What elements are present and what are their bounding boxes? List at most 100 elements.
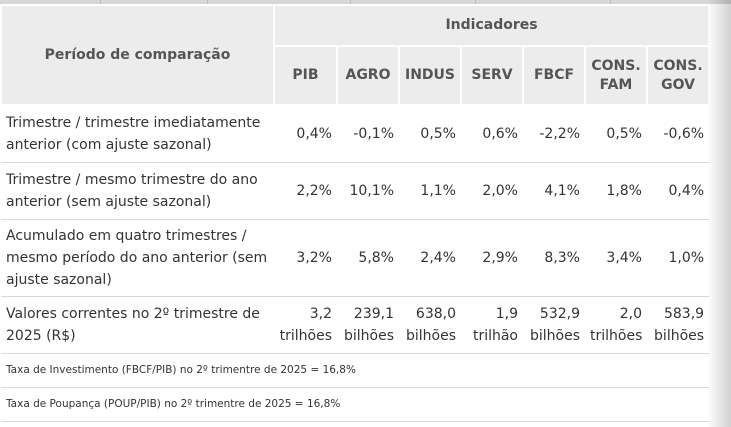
value-line: 2,0	[619, 305, 642, 322]
value-cell: 3,2 trilhões	[274, 296, 337, 354]
row-label-line: Acumulado em quatro trimestres /	[6, 227, 247, 244]
row-label-line: 2025 (R$)	[6, 327, 76, 344]
column-header-line: SERV	[471, 67, 513, 83]
table-row: Trimestre / trimestre imediatamente anter…	[1, 105, 710, 163]
column-header: FBCF	[522, 45, 586, 106]
tab-divider	[100, 0, 101, 4]
value-line: 2,0%	[482, 182, 518, 199]
value-cell: -2,2%	[523, 105, 585, 163]
column-header-line: CONS.	[653, 57, 703, 74]
row-label-line: Trimestre / mesmo trimestre do ano	[6, 171, 258, 188]
value-line: 1,8%	[606, 182, 642, 199]
value-line: -0,1%	[353, 125, 394, 142]
value-line: 0,5%	[606, 125, 642, 142]
value-cell: 2,0 trilhões	[585, 296, 647, 354]
scroll-shadow	[707, 0, 731, 427]
row-label: Valores correntes no 2º trimestre de 2025…	[1, 296, 274, 354]
value-cell: 0,4%	[274, 105, 337, 163]
value-cell: 0,4%	[647, 162, 710, 220]
note-row: Taxa de Poupança (POUP/PIB) no 2º trimen…	[1, 387, 710, 422]
value-cell: 1,8%	[585, 162, 647, 220]
value-cell: 532,9 bilhões	[523, 296, 585, 354]
indicators-header: Indicadores	[272, 4, 711, 47]
column-header: INDUS	[398, 45, 462, 106]
tab-divider	[207, 0, 208, 4]
row-label-line: anterior (sem ajuste sazonal)	[6, 193, 212, 210]
value-line: 5,8%	[358, 249, 394, 266]
tab-divider	[475, 0, 476, 4]
value-line: 3,2%	[296, 249, 332, 266]
row-label-line: Valores correntes no 2º trimestre de	[6, 305, 260, 322]
value-cell: 2,0%	[461, 162, 523, 220]
value-cell: 8,3%	[523, 219, 585, 297]
value-line: -2,2%	[539, 125, 580, 142]
indicators-table: Período de comparação Indicadores PIB AGR…	[0, 4, 711, 422]
tab-divider	[610, 0, 611, 4]
value-line: 0,6%	[482, 125, 518, 142]
column-header: AGRO	[336, 45, 400, 106]
value-line: 1,0%	[668, 249, 705, 266]
value-line: 4,1%	[544, 182, 580, 199]
value-cell: 0,5%	[585, 105, 647, 163]
value-cell: 0,5%	[399, 105, 461, 163]
value-line: bilhões	[529, 327, 580, 344]
value-cell: 1,1%	[399, 162, 461, 220]
row-label-line: mesmo período do ano anterior (sem	[6, 249, 268, 266]
column-header-line: GOV	[661, 76, 695, 93]
value-cell: 638,0 bilhões	[399, 296, 461, 354]
value-line: 2,9%	[482, 249, 518, 266]
table-row: Trimestre / mesmo trimestre do ano anteri…	[1, 162, 710, 220]
note-text: Taxa de Investimento (FBCF/PIB) no 2º tr…	[1, 353, 710, 388]
row-label: Acumulado em quatro trimestres / mesmo pe…	[1, 219, 274, 297]
value-line: -0,6%	[663, 125, 705, 142]
value-line: 0,5%	[420, 125, 456, 142]
value-cell: 2,9%	[461, 219, 523, 297]
value-line: trilhão	[472, 327, 518, 344]
value-cell: 2,2%	[274, 162, 337, 220]
column-header-line: AGRO	[345, 67, 391, 83]
column-header-line: PIB	[292, 67, 319, 83]
value-line: 0,4%	[668, 182, 705, 199]
row-label: Trimestre / trimestre imediatamente anter…	[1, 105, 274, 163]
value-line: 0,4%	[296, 125, 332, 142]
value-cell: 1,0%	[647, 219, 710, 297]
value-line: 10,1%	[349, 182, 394, 199]
column-header: PIB	[273, 45, 338, 106]
value-cell: 10,1%	[337, 162, 399, 220]
value-line: bilhões	[405, 327, 456, 344]
value-line: 2,2%	[296, 182, 332, 199]
note-text: Taxa de Poupança (POUP/PIB) no 2º trimen…	[1, 387, 710, 422]
column-header: CONS. FAM	[584, 45, 648, 106]
value-cell: 5,8%	[337, 219, 399, 297]
column-header-line: CONS.	[591, 57, 641, 74]
value-line: 1,1%	[420, 182, 456, 199]
value-line: 532,9	[539, 305, 580, 322]
value-cell: 239,1 bilhões	[337, 296, 399, 354]
value-line: 638,0	[415, 305, 456, 322]
value-line: 8,3%	[544, 249, 580, 266]
value-line: trilhões	[590, 327, 643, 344]
value-line: bilhões	[654, 327, 705, 344]
value-cell: 3,2%	[274, 219, 337, 297]
column-header-line: FBCF	[533, 67, 575, 83]
value-cell: 1,9 trilhão	[461, 296, 523, 354]
value-line: 3,2	[309, 305, 332, 322]
value-line: bilhões	[343, 327, 394, 344]
period-header: Período de comparação	[0, 4, 275, 106]
column-header-line: FAM	[599, 76, 633, 93]
tab-divider	[350, 0, 351, 4]
column-header: CONS. GOV	[645, 45, 711, 106]
value-line: 583,9	[663, 305, 705, 322]
value-line: trilhões	[279, 327, 332, 344]
value-cell: 3,4%	[585, 219, 647, 297]
value-cell: -0,1%	[337, 105, 399, 163]
value-cell: 2,4%	[399, 219, 461, 297]
table-row: Acumulado em quatro trimestres / mesmo pe…	[1, 219, 710, 297]
row-label: Trimestre / mesmo trimestre do ano anteri…	[1, 162, 274, 220]
value-line: 239,1	[353, 305, 394, 322]
value-line: 1,9	[495, 305, 518, 322]
row-label-line: ajuste sazonal)	[6, 271, 112, 288]
top-tab-strip	[0, 0, 731, 4]
table-row: Valores correntes no 2º trimestre de 2025…	[1, 296, 710, 354]
value-cell: -0,6%	[647, 105, 710, 163]
